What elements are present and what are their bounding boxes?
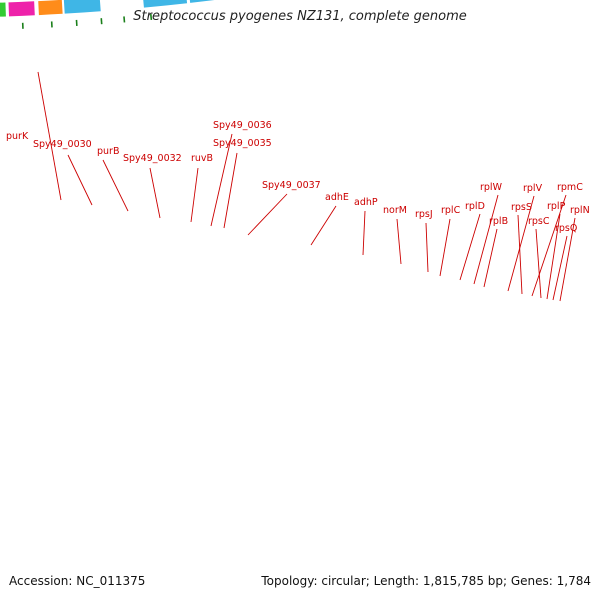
gene-label-leader [425,222,429,273]
gene-label: Spy49_0030 [33,139,92,150]
gene-feature [8,1,35,17]
gene-label: ruvB [191,153,213,164]
gene-label-leader [396,218,402,265]
gene-label-leader [459,213,481,281]
gene-label-leader [546,213,561,300]
gene-label: rpmC [557,182,583,193]
gene-label: rplP [547,201,566,212]
gene-label: purK [6,131,29,142]
gene-label: norM [383,205,407,216]
gene-label: rplB [489,216,508,227]
gene-label-leader [439,218,451,277]
gene-label: purB [97,146,119,157]
gene-label: Spy49_0035 [213,138,272,149]
gene-label: rplV [523,183,543,194]
gene-label-leader [190,167,199,223]
gene-label-leader [223,152,238,229]
gene-label-leader [473,194,499,285]
gene-label: rpsS [511,202,532,213]
map-title: Streptococcus pyogenes NZ131, complete g… [133,9,467,24]
gene-feature [38,0,63,16]
gene-label: adhE [325,192,349,203]
gene-feature [189,0,215,3]
gene-label: Spy49_0037 [262,180,321,191]
gene-label: rplN [570,205,590,216]
gene-label: rpsC [528,216,550,227]
gene-label-leader [149,167,161,219]
position-tick [123,16,126,23]
gene-label-leader [310,205,337,246]
position-tick [149,13,153,21]
gene-label-leader [535,228,542,299]
gene-label: adhP [354,197,378,208]
gene-label-leader [483,228,498,288]
gene-label: Spy49_0032 [123,153,182,164]
gene-label: Spy49_0036 [213,120,272,131]
gene-label-leader [552,235,568,301]
gene-label: rplC [441,205,461,216]
gene-feature [0,2,6,17]
gene-label-leader [67,154,93,206]
gene-label-leader [531,194,567,297]
gene-label-leader [210,133,233,227]
gene-label-leader [362,210,366,256]
gene-label: rplW [480,182,503,193]
gene-label-leader [102,159,129,212]
gene-label-leader [507,195,535,292]
gene-feature [143,0,188,8]
gene-label: rpsQ [555,223,577,234]
gene-label-leader [517,214,523,295]
gene-feature [63,0,101,14]
gene-label: rpsJ [415,209,433,220]
accession-text: Accession: NC_011375 [9,574,146,588]
gene-label-leader [559,217,576,302]
genome-summary: Topology: circular; Length: 1,815,785 bp… [261,574,591,588]
gene-label-leader [247,193,288,236]
gene-label-leader [37,71,62,201]
gene-label: rplD [465,201,485,212]
